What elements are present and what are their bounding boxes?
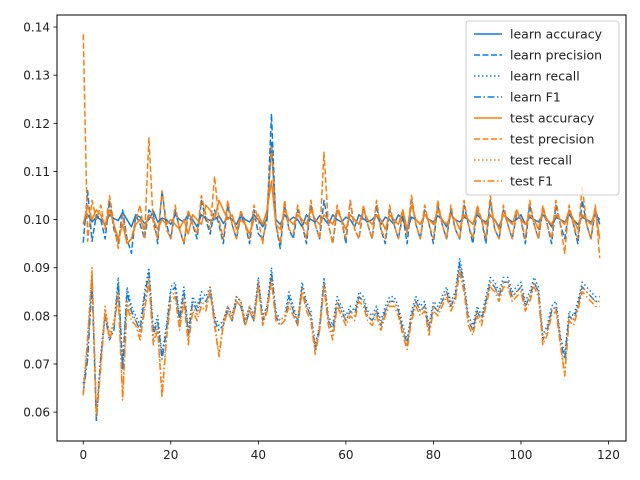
y-tick-label: 0.09 — [23, 261, 50, 275]
x-tick-label: 120 — [597, 448, 620, 462]
series-line-8 — [82, 271, 600, 418]
legend: learn accuracy learn precision learn recal… — [465, 20, 620, 196]
y-tick-label: 0.14 — [23, 21, 50, 35]
y-tick-label: 0.12 — [23, 117, 50, 131]
legend-label: learn accuracy — [510, 27, 603, 42]
x-tick-label: 80 — [426, 448, 441, 462]
x-tick-label: 100 — [510, 448, 533, 462]
legend-label: learn F1 — [510, 90, 561, 105]
legend-label: learn recall — [510, 69, 580, 84]
x-tick-label: 60 — [338, 448, 353, 462]
y-tick-label: 0.06 — [23, 406, 50, 420]
legend-box — [465, 20, 620, 196]
y-tick-label: 0.11 — [23, 165, 50, 179]
y-tick-label: 0.10 — [23, 213, 50, 227]
plot-frame — [56, 14, 627, 442]
y-axis-ticks: 0.06 0.07 0.08 0.09 0.10 0.11 0.12 0.13 0.14 — [23, 21, 57, 420]
legend-label: learn precision — [510, 48, 602, 63]
x-tick-label: 20 — [163, 448, 178, 462]
legend-label: test F1 — [510, 174, 553, 189]
y-tick-label: 0.08 — [23, 309, 50, 323]
y-tick-label: 0.07 — [23, 357, 50, 371]
legend-label: test accuracy — [510, 111, 595, 126]
series-line-6 — [82, 34, 601, 259]
y-tick-label: 0.13 — [23, 69, 50, 83]
legend-label: test recall — [510, 153, 572, 168]
x-tick-label: 40 — [251, 448, 266, 462]
series-layer — [82, 34, 601, 423]
x-tick-label: 0 — [79, 448, 87, 462]
legend-label: test precision — [510, 132, 594, 147]
x-axis-ticks: 0 20 40 60 80 100 120 — [79, 441, 620, 462]
